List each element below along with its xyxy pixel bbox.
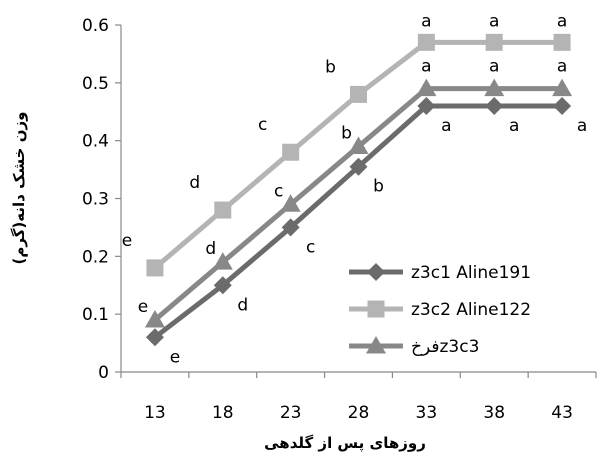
- significance-letter: d: [237, 295, 248, 315]
- data-point: [213, 276, 232, 295]
- series-layer: [144, 33, 573, 347]
- data-point: [553, 96, 572, 115]
- y-tick-label: 0.2: [82, 247, 109, 267]
- data-point: [349, 157, 368, 176]
- significance-letters: e d c b a a a e d c b a a a e d c b a a a: [122, 11, 588, 367]
- x-tick-label: 18: [212, 403, 234, 423]
- significance-letter: a: [557, 57, 567, 77]
- significance-letter: a: [577, 116, 587, 136]
- data-point: [417, 33, 435, 51]
- y-tick-label: 0.4: [82, 132, 109, 152]
- data-point: [485, 96, 504, 115]
- significance-letter: c: [274, 181, 283, 201]
- significance-letter: b: [373, 177, 384, 197]
- data-point: [553, 33, 571, 51]
- data-point: [145, 328, 164, 347]
- significance-letter: e: [170, 347, 180, 367]
- data-point: [485, 33, 503, 51]
- data-point: [144, 309, 165, 328]
- legend-marker: [367, 300, 385, 318]
- data-point: [417, 96, 436, 115]
- data-point: [212, 252, 233, 270]
- legend-label: فرخz3c3: [411, 337, 479, 357]
- y-tick-label: 0.6: [82, 16, 109, 36]
- data-point: [214, 201, 232, 219]
- data-point: [280, 194, 301, 212]
- x-tick-label: 28: [348, 403, 370, 423]
- x-axis-title: روزهای پس از گلدهی: [264, 434, 426, 453]
- significance-letter: a: [489, 11, 499, 31]
- significance-letter: a: [421, 11, 431, 31]
- y-tick-label: 0: [98, 363, 109, 383]
- legend: z3c1 Aline191 z3c2 Aline122 فرخz3c3: [349, 263, 531, 357]
- y-tick-label: 0.1: [82, 305, 109, 325]
- significance-letter: a: [421, 57, 431, 77]
- significance-letter: b: [325, 57, 336, 77]
- significance-letter: d: [189, 173, 200, 193]
- y-axis-title: وزن خشک دانه(گرم): [10, 112, 28, 265]
- legend-marker: [366, 336, 386, 354]
- data-point: [416, 78, 437, 97]
- significance-letter: c: [306, 237, 315, 257]
- axes: 0 0.1 0.2 0.3 0.4 0.5 0.6 13 18 23 28 33 38 43: [82, 16, 597, 423]
- legend-label: z3c2 Aline122: [411, 300, 531, 320]
- x-tick-label: 38: [483, 403, 505, 423]
- data-point: [552, 78, 573, 97]
- data-point: [146, 259, 164, 277]
- significance-letter: b: [341, 123, 352, 143]
- significance-letter: a: [557, 11, 567, 31]
- data-point: [348, 136, 369, 154]
- significance-letter: a: [441, 116, 451, 136]
- series-line: [153, 39, 563, 270]
- y-tick-label: 0.3: [82, 190, 109, 210]
- data-point: [282, 143, 300, 161]
- x-tick-label: 23: [280, 403, 302, 423]
- significance-letter: e: [138, 297, 148, 317]
- significance-letter: d: [205, 239, 216, 259]
- x-tick-label: 33: [416, 403, 438, 423]
- legend-label: z3c1 Aline191: [411, 263, 531, 283]
- x-tick-label: 13: [144, 403, 166, 423]
- legend-marker: [367, 263, 385, 281]
- x-tick-label: 43: [551, 403, 573, 423]
- data-point: [484, 78, 505, 97]
- significance-letter: c: [258, 115, 267, 135]
- significance-letter: a: [509, 116, 519, 136]
- data-point: [281, 218, 300, 237]
- significance-letter: a: [489, 57, 499, 77]
- y-tick-label: 0.5: [82, 74, 109, 94]
- data-point: [350, 85, 367, 103]
- significance-letter: e: [122, 231, 132, 251]
